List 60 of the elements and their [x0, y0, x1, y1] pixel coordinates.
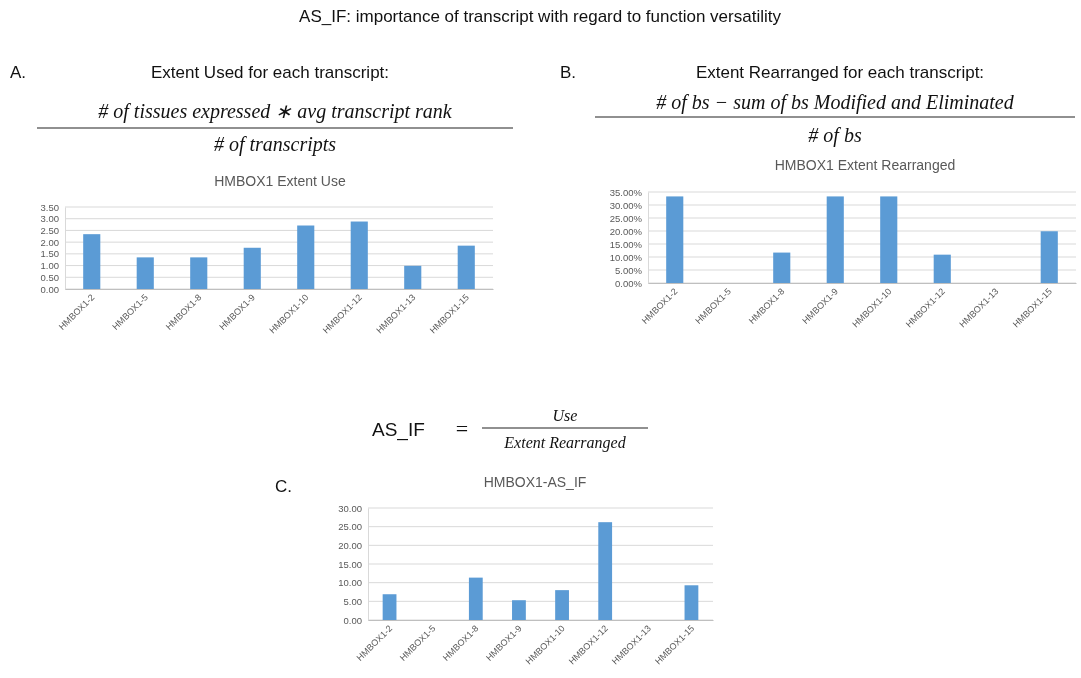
bar: [136, 257, 154, 289]
y-tick-label: 3.50: [40, 201, 59, 213]
y-tick-label: 3.00: [40, 213, 59, 225]
y-tick-label: 2.50: [40, 224, 59, 236]
chart-title: HMBOX1-AS_IF: [483, 474, 587, 490]
text: # of bs: [808, 124, 862, 147]
y-tick-label: 2.00: [40, 236, 59, 248]
bar: [350, 221, 368, 289]
bar: [773, 252, 791, 283]
text: AS_IF: [372, 419, 425, 441]
y-tick-label: 25.00: [338, 521, 362, 533]
y-tick-label: 15.00%: [609, 238, 643, 250]
bar: [826, 196, 844, 283]
bar: [190, 257, 208, 289]
bar: [933, 254, 951, 283]
bar: [555, 590, 569, 620]
y-tick-label: 10.00: [338, 577, 362, 589]
y-tick-label: 25.00%: [609, 212, 643, 224]
y-tick-label: 0.00: [40, 283, 59, 295]
y-tick-label: 20.00: [338, 539, 362, 551]
bar: [512, 600, 526, 620]
bar: [404, 265, 422, 289]
y-tick-label: 5.00: [343, 595, 362, 607]
bar: [382, 594, 397, 620]
y-tick-label: 5.00%: [615, 264, 643, 276]
chart-title: HMBOX1 Extent Use: [214, 173, 346, 189]
y-tick-label: 15.00: [338, 558, 362, 570]
bar: [1040, 231, 1058, 283]
text: A.: [10, 63, 27, 82]
text: AS_IF: importance of transcript with regard to function versatility: [299, 7, 782, 26]
y-tick-label: 0.00: [343, 614, 362, 626]
chart-title: HMBOX1 Extent Rearranged: [774, 157, 956, 173]
text: # of tissues expressed ∗ avg transcript rank: [98, 100, 453, 123]
text: # of transcripts: [213, 133, 337, 156]
y-tick-label: 35.00%: [609, 186, 643, 198]
y-tick-label: 0.00%: [615, 277, 643, 289]
text: # of bs − sum of bs Modified and Eliminated: [656, 91, 1015, 114]
text: B.: [560, 63, 577, 82]
y-tick-label: 20.00%: [609, 225, 643, 237]
text: Extent Rearranged for each transcript:: [695, 63, 985, 82]
text: Extent Used for each transcript:: [150, 63, 390, 82]
bar: [598, 522, 613, 620]
y-tick-label: 0.50: [40, 271, 59, 283]
y-tick-label: 10.00%: [609, 251, 643, 263]
bar: [468, 577, 483, 620]
bar: [666, 196, 684, 283]
text: =: [455, 416, 469, 441]
bar: [457, 245, 475, 289]
text: C.: [275, 477, 292, 496]
bar: [880, 196, 898, 283]
y-tick-label: 1.00: [40, 260, 59, 272]
y-tick-label: 1.50: [40, 248, 59, 260]
bar: [297, 225, 315, 289]
bar: [684, 585, 699, 620]
text: Extent Rearranged: [503, 434, 627, 452]
y-tick-label: 30.00: [338, 502, 362, 514]
bar: [243, 247, 261, 289]
bar: [83, 234, 101, 289]
text: Use: [552, 407, 578, 424]
y-tick-label: 30.00%: [609, 199, 643, 211]
